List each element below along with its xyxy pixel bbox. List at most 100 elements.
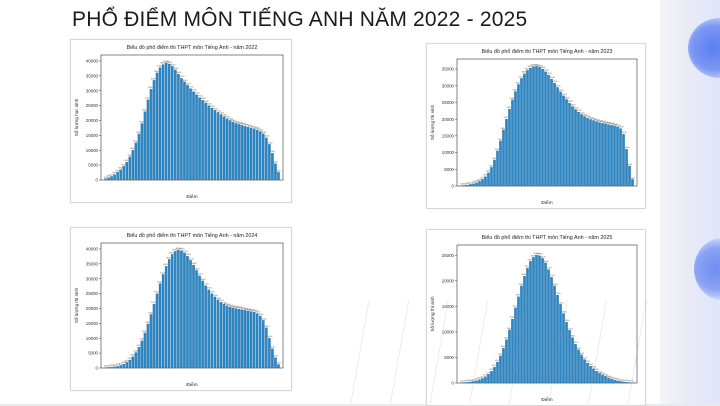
bar-value-label: 34600 [190, 263, 197, 265]
bar [244, 310, 246, 368]
bar [141, 123, 143, 180]
bar [138, 134, 140, 180]
bar [568, 103, 570, 186]
bar [256, 130, 258, 180]
bar [150, 89, 152, 180]
bar [475, 183, 477, 186]
bar [487, 374, 489, 383]
bar [559, 92, 561, 186]
bar [487, 173, 489, 186]
bar-value-label: 11900 [564, 320, 571, 322]
y-axis-label: Số lượng học sinh [74, 98, 79, 136]
bar-value-label: 2000 [630, 177, 636, 179]
bar-value-label: 13600 [560, 311, 567, 313]
plot-frame [101, 243, 283, 368]
bar [613, 126, 615, 186]
bar [565, 99, 567, 186]
bar-value-label: 29500 [554, 85, 561, 87]
bar-value-label: 33000 [181, 80, 188, 82]
y-tick-label: 30000 [86, 276, 99, 281]
bar [478, 181, 480, 186]
bar [247, 311, 249, 368]
bar [141, 341, 143, 368]
bar [592, 120, 594, 186]
bar [523, 276, 525, 383]
bar [211, 108, 213, 180]
bar-value-label: 23500 [542, 261, 549, 263]
bar-value-label: 38700 [181, 251, 188, 253]
bar [583, 116, 585, 186]
bar [553, 286, 555, 383]
bar [232, 122, 234, 180]
bar [550, 277, 552, 383]
bar-value-label: 31800 [184, 83, 191, 85]
bar [571, 338, 573, 383]
bar-value-label: 17200 [617, 127, 624, 129]
bar [265, 328, 267, 368]
y-axis-label: Số lượng thí sinh [430, 104, 435, 140]
bar [511, 100, 513, 186]
bar [223, 117, 225, 180]
decorative-blob [688, 18, 720, 78]
bar [268, 144, 270, 180]
chart-panel-2022: Biểu đồ phổ điểm thi THPT môn Tiếng Anh … [70, 39, 292, 203]
chart-title: Biểu đồ phổ điểm thi THPT môn Tiếng Anh … [127, 232, 258, 239]
bar [223, 304, 225, 368]
bar-value-label: 25000 [209, 292, 216, 294]
y-tick-label: 0 [452, 381, 455, 386]
bar [211, 294, 213, 368]
bar [277, 364, 279, 368]
bar [277, 172, 279, 180]
bar [577, 112, 579, 186]
bar-value-label: 34200 [178, 76, 185, 78]
bar-value-label: 32000 [548, 77, 555, 79]
bar [529, 68, 531, 186]
bar-value-label: 19000 [551, 284, 558, 286]
bar [472, 381, 474, 383]
y-tick-label: 15000 [442, 304, 455, 309]
bar-value-label: 10300 [566, 328, 573, 330]
bar [238, 309, 240, 368]
chart-2023: Biểu đồ phổ điểm thi THPT môn Tiếng Anh … [427, 44, 645, 208]
bar [189, 89, 191, 180]
bar [601, 123, 603, 186]
bar [186, 256, 188, 368]
bar [556, 295, 558, 383]
bar [117, 366, 119, 368]
y-tick-label: 35000 [86, 73, 99, 78]
bar [208, 290, 210, 368]
bar [253, 312, 255, 368]
bar-value-label: 23800 [569, 104, 576, 106]
bar [475, 381, 477, 383]
bar-value-label: 37000 [172, 68, 179, 70]
bar [244, 126, 246, 180]
bar [490, 167, 492, 186]
y-tick-label: 30000 [442, 83, 455, 88]
bar [208, 106, 210, 180]
y-tick-label: 20000 [442, 278, 455, 283]
bar-value-label: 31000 [197, 274, 204, 276]
bar [520, 78, 522, 186]
bar [463, 185, 465, 186]
bar [171, 66, 173, 180]
bar [271, 349, 273, 368]
bar [180, 251, 182, 368]
bar [484, 377, 486, 383]
y-tick-label: 15000 [442, 133, 455, 138]
y-tick-label: 0 [96, 178, 99, 183]
bar [502, 348, 504, 383]
bar [120, 365, 122, 368]
bar [508, 109, 510, 186]
bar [174, 70, 176, 180]
bar [174, 251, 176, 368]
bar [508, 330, 510, 383]
bar-value-label: 34200 [542, 70, 549, 72]
bar [162, 65, 164, 180]
bar [568, 330, 570, 383]
bar-value-label: 32800 [194, 268, 201, 270]
bar [550, 79, 552, 186]
bar-value-label: 15400 [557, 302, 564, 304]
bar [232, 308, 234, 368]
bar [556, 87, 558, 186]
bar [247, 127, 249, 180]
